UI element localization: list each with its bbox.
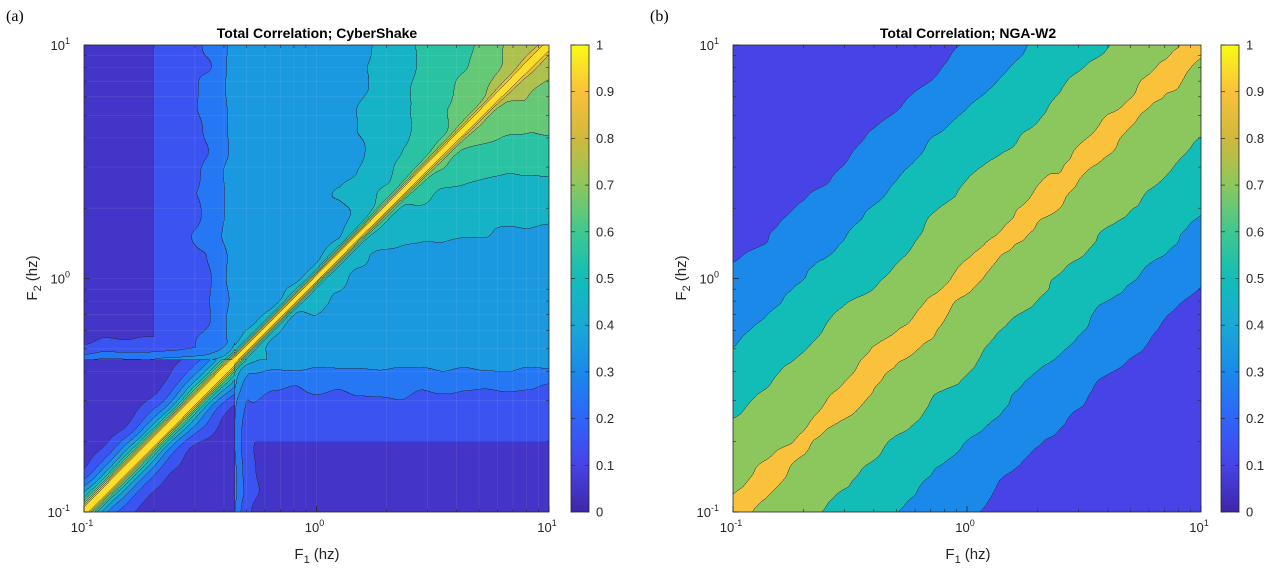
- chart-title-b: Total Correlation; NGA-W2: [880, 25, 1057, 41]
- y-axis-label-a: F2(hz): [24, 255, 44, 300]
- colorbar-tick-label: 0.5: [1246, 271, 1264, 286]
- colorbar-tick-label: 0.6: [1246, 224, 1264, 239]
- y-tick-label: 10-1: [48, 503, 70, 520]
- panel-label-b: (b): [650, 8, 669, 25]
- x-tick-label: 100: [305, 518, 324, 535]
- panel-label-a: (a): [6, 8, 24, 25]
- panel-cybershake: (a) Total Correlation; CyberShake 10-1 10…: [6, 8, 614, 566]
- y-tick-label: 101: [700, 36, 719, 53]
- colorbar-tick-label: 0.8: [596, 131, 614, 146]
- colorbar-tick-label: 0.9: [596, 84, 614, 99]
- chart-title-a: Total Correlation; CyberShake: [217, 25, 418, 41]
- colorbar-tick-label: 0.7: [596, 178, 614, 193]
- colorbar-tick-label: 0: [596, 505, 603, 520]
- y-tick-label: 100: [51, 270, 70, 287]
- colorbar-tick-label: 0.4: [596, 318, 614, 333]
- colorbar-tick-label: 0.2: [596, 411, 614, 426]
- colorbar-tick-label: 0: [1246, 505, 1253, 520]
- svg-text:F1(hz): F1 (hz): [945, 546, 990, 566]
- colorbar-tick-label: 0.9: [1246, 84, 1264, 99]
- colorbar-tick-label: 0.3: [596, 364, 614, 379]
- colorbar-tick-label: 0.4: [1246, 318, 1264, 333]
- colorbar-a: 0 0.1 0.2 0.3 0.4 0.5 0.6 0.7 0.8 0.9 1: [570, 38, 614, 520]
- y-tick-label: 10-1: [697, 503, 719, 520]
- x-tick-label: 101: [1189, 518, 1208, 535]
- colorbar-tick-label: 0.8: [1246, 131, 1264, 146]
- colorbar-tick-label: 0.5: [596, 271, 614, 286]
- x-tick-label: 10-1: [71, 518, 93, 535]
- y-tick-label: 100: [700, 270, 719, 287]
- colorbar-tick-label: 0.1: [596, 458, 614, 473]
- colorbar-tick-label: 0.2: [1246, 411, 1264, 426]
- x-tick-label: 100: [955, 518, 974, 535]
- panel-ngaw2: (b) Total Correlation; NGA-W2 10-1 100 101…: [650, 8, 1264, 566]
- colorbar-tick-label: 0.6: [596, 224, 614, 239]
- x-tick-label: 10-1: [720, 518, 742, 535]
- y-axis-label-b: F2(hz): [673, 255, 693, 300]
- heatmap-plot-b: 10-1 100 101 10-1 100 101: [697, 36, 1209, 535]
- colorbar-tick-label: 0.7: [1246, 178, 1264, 193]
- x-axis-label-a: F1 (hz): [294, 546, 339, 566]
- colorbar-b: 0 0.1 0.2 0.3 0.4 0.5 0.6 0.7 0.8 0.9 1: [1220, 38, 1264, 520]
- x-axis-label-b: F1 (hz): [945, 546, 990, 566]
- colorbar-tick-label: 1: [1246, 38, 1253, 53]
- colorbar-tick-label: 0.1: [1246, 458, 1264, 473]
- y-tick-label: 101: [51, 36, 70, 53]
- colorbar-tick-label: 1: [596, 38, 603, 53]
- svg-text:F2(hz): F2(hz): [24, 255, 44, 300]
- heatmap-image: [84, 45, 549, 512]
- svg-text:F2(hz): F2(hz): [673, 255, 693, 300]
- heatmap-image: [733, 45, 1201, 512]
- svg-text:F1(hz): F1 (hz): [294, 546, 339, 566]
- heatmap-plot-a: 10-1 100 101 10-1 100 101: [48, 36, 557, 535]
- colorbar-tick-label: 0.3: [1246, 364, 1264, 379]
- x-tick-label: 101: [537, 518, 556, 535]
